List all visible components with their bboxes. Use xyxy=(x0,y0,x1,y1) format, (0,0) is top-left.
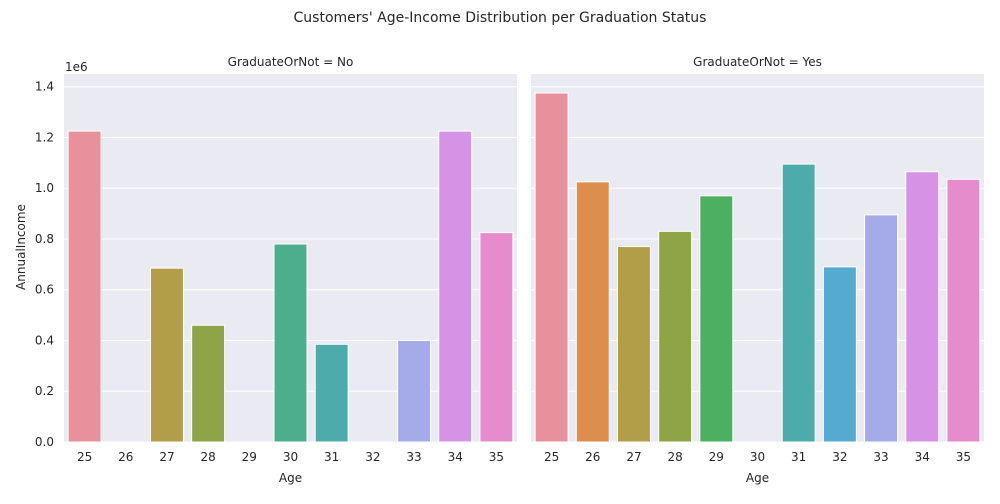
bar-age-28 xyxy=(658,230,693,443)
bar-age-34 xyxy=(905,171,940,443)
facet-title: GraduateOrNot = No xyxy=(228,55,354,69)
x-tick-label: 29 xyxy=(242,450,257,464)
x-axis-label: Age xyxy=(746,471,769,485)
x-tick-label: 33 xyxy=(406,450,421,464)
x-tick-label: 27 xyxy=(626,450,641,464)
x-tick-label: 35 xyxy=(489,450,504,464)
x-tick-label: 34 xyxy=(915,450,930,464)
bar-age-30 xyxy=(273,243,308,443)
y-tick-label: 1.4 xyxy=(35,80,54,94)
y-tick-label: 0.2 xyxy=(35,384,54,398)
x-tick-label: 25 xyxy=(77,450,92,464)
bar-age-33 xyxy=(397,339,432,443)
y-tick-label: 1.2 xyxy=(35,130,54,144)
x-tick-label: 26 xyxy=(585,450,600,464)
x-tick-label: 28 xyxy=(667,450,682,464)
x-tick-label: 30 xyxy=(283,450,298,464)
x-axis-label: Age xyxy=(279,471,302,485)
x-tick-label: 31 xyxy=(324,450,339,464)
bar-age-27 xyxy=(616,246,651,443)
x-tick-label: 31 xyxy=(791,450,806,464)
y-tick-label: 0.6 xyxy=(35,283,54,297)
chart-title: Customers' Age-Income Distribution per G… xyxy=(294,10,707,26)
y-tick-label: 0.4 xyxy=(35,333,54,347)
bar-age-27 xyxy=(149,267,184,443)
bar-age-32 xyxy=(822,266,857,443)
x-tick-label: 35 xyxy=(956,450,971,464)
bar-age-25 xyxy=(67,130,102,443)
bar-age-33 xyxy=(864,214,899,443)
x-tick-label: 33 xyxy=(873,450,888,464)
facet-panel-2: 25 26 27 28 29 30 31 32 33 34 35 Age GraduateOrNot =… xyxy=(531,55,984,485)
y-axis-label: AnnualIncome xyxy=(14,204,28,290)
bar-age-28 xyxy=(191,324,226,443)
bar-age-26 xyxy=(575,181,610,443)
x-tick-label: 29 xyxy=(709,450,724,464)
bar-age-35 xyxy=(946,178,981,443)
bar-age-34 xyxy=(438,130,473,443)
y-tick-label: 1.0 xyxy=(35,181,54,195)
x-tick-label: 34 xyxy=(448,450,463,464)
bar-age-29 xyxy=(699,195,734,443)
x-tick-label: 26 xyxy=(118,450,133,464)
bar-age-35 xyxy=(479,232,514,443)
x-tick-label: 30 xyxy=(750,450,765,464)
x-tick-label: 32 xyxy=(365,450,380,464)
x-tick-label: 27 xyxy=(159,450,174,464)
y-axis-offset-label: 1e6 xyxy=(65,60,88,74)
facet-panel-1: 25 26 27 28 29 30 31 32 33 34 35 Age GraduateOrNot =… xyxy=(35,55,517,485)
x-tick-label: 28 xyxy=(200,450,215,464)
facet-panels: 25 26 27 28 29 30 31 32 33 34 35 Age GraduateOrNot =… xyxy=(35,55,984,485)
x-tick-label: 32 xyxy=(832,450,847,464)
bar-age-25 xyxy=(534,92,569,443)
bar-age-31 xyxy=(314,343,349,443)
y-tick-label: 0.8 xyxy=(35,232,54,246)
bar-age-31 xyxy=(781,163,816,443)
x-tick-label: 25 xyxy=(544,450,559,464)
facet-title: GraduateOrNot = Yes xyxy=(693,55,822,69)
y-tick-label: 0.0 xyxy=(35,435,54,449)
